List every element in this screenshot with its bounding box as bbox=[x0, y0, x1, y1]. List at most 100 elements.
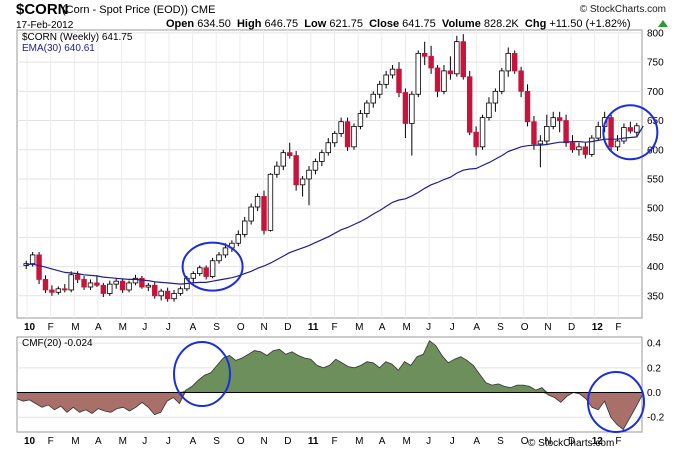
price-x-tick-label: J bbox=[426, 322, 431, 333]
candle bbox=[614, 135, 621, 151]
volume-label: Volume bbox=[441, 18, 481, 30]
candle-body-up bbox=[415, 52, 421, 95]
price-x-tick-label: S bbox=[213, 322, 220, 333]
candle bbox=[544, 114, 550, 144]
candle bbox=[235, 230, 242, 247]
candle-body-up bbox=[55, 288, 62, 293]
price-x-tick-label: D bbox=[284, 322, 291, 333]
candle-body-down bbox=[62, 288, 68, 291]
candle-body-up bbox=[222, 247, 229, 256]
candle-body-down bbox=[518, 70, 524, 92]
candle-body-down bbox=[293, 155, 299, 186]
candle-body-down bbox=[287, 152, 293, 156]
candle bbox=[492, 88, 499, 112]
candle-body-up bbox=[306, 169, 312, 180]
candle-body-down bbox=[100, 284, 107, 294]
candle bbox=[293, 150, 299, 191]
price-x-tick-label: A bbox=[379, 322, 386, 333]
candle bbox=[428, 45, 434, 74]
price-x-tick-label: F bbox=[332, 322, 338, 333]
cmf-x-tick-label: 10 bbox=[24, 436, 36, 447]
candle bbox=[511, 50, 518, 74]
candle bbox=[49, 285, 55, 296]
candle bbox=[409, 91, 415, 156]
low-label: Low bbox=[304, 18, 327, 30]
candle-body-up bbox=[441, 70, 447, 92]
cmf-x-tick-label: D bbox=[568, 436, 575, 447]
candle bbox=[145, 282, 152, 292]
candle bbox=[158, 288, 164, 301]
candle-body-down bbox=[42, 279, 49, 291]
candle bbox=[595, 121, 601, 141]
candle bbox=[139, 275, 145, 289]
open-value: 634.50 bbox=[197, 18, 231, 30]
cmf-tick-label: 0.0 bbox=[647, 388, 661, 399]
price-x-tick-label: M bbox=[71, 322, 79, 333]
chart-header: $CORN (Corn - Spot Price (EOD)) CME 17-F… bbox=[0, 0, 680, 34]
candle bbox=[447, 56, 454, 80]
candle bbox=[396, 62, 402, 98]
candle bbox=[351, 123, 357, 150]
candle-body-up bbox=[370, 93, 376, 104]
candle bbox=[274, 161, 280, 178]
cmf-x-tick-label: N bbox=[544, 436, 551, 447]
candle bbox=[634, 122, 640, 137]
candle bbox=[576, 142, 582, 156]
candle bbox=[119, 279, 126, 293]
candle-body-up bbox=[357, 113, 364, 127]
price-x-tick-label: A bbox=[473, 322, 480, 333]
candle-body-up bbox=[274, 165, 280, 175]
close-value: 641.75 bbox=[402, 18, 436, 30]
candle-body-up bbox=[338, 121, 344, 134]
candle-body-up bbox=[248, 206, 254, 222]
close-label: Close bbox=[369, 18, 400, 30]
candle-body-down bbox=[511, 52, 518, 72]
cmf-x-tick-label: O bbox=[521, 436, 529, 447]
candle bbox=[524, 84, 531, 127]
cmf-x-tick-label: F bbox=[48, 436, 54, 447]
candle bbox=[242, 216, 248, 238]
annotation-circle bbox=[587, 371, 645, 433]
cmf-x-tick-label: 11 bbox=[308, 436, 319, 447]
candle-body-up bbox=[280, 152, 287, 167]
candle-body-down bbox=[582, 146, 589, 155]
candle-body-up bbox=[325, 142, 332, 154]
price-x-tick-label: M bbox=[355, 322, 363, 333]
candle-body-up bbox=[242, 220, 248, 235]
candle-body-down bbox=[473, 131, 479, 148]
candle-body-up bbox=[267, 173, 274, 231]
candle bbox=[100, 282, 107, 297]
candle bbox=[621, 123, 627, 144]
candle bbox=[306, 166, 312, 206]
price-x-tick-label: M bbox=[119, 322, 127, 333]
candle bbox=[164, 287, 171, 302]
candle-body-up bbox=[595, 125, 601, 139]
symbol-title: $CORN bbox=[16, 1, 69, 18]
candle bbox=[113, 278, 119, 289]
candle bbox=[87, 279, 94, 290]
cmf-legend: CMF(20) -0.024 bbox=[22, 338, 93, 349]
candle bbox=[402, 88, 409, 139]
candle bbox=[36, 251, 42, 285]
candle-body-up bbox=[550, 117, 556, 127]
price-tick-label: 600 bbox=[647, 145, 664, 156]
up-arrow-icon bbox=[658, 20, 668, 27]
candle bbox=[505, 47, 511, 77]
price-x-tick-label: F bbox=[615, 322, 621, 333]
candle-body-up bbox=[29, 254, 36, 265]
price-x-tick-label: O bbox=[237, 322, 245, 333]
candle-body-down bbox=[428, 55, 434, 69]
candle bbox=[126, 280, 132, 293]
candle bbox=[454, 35, 460, 77]
candle-body-up bbox=[158, 290, 164, 297]
chart-date: 17-Feb-2012 bbox=[16, 20, 74, 31]
candle-body-down bbox=[556, 117, 563, 121]
cmf-positive-area bbox=[17, 340, 642, 393]
candle-body-up bbox=[492, 90, 499, 104]
candle-body-up bbox=[312, 161, 319, 171]
cmf-line bbox=[16, 340, 643, 431]
candle bbox=[537, 135, 544, 168]
candle bbox=[479, 114, 486, 150]
candle bbox=[550, 111, 556, 130]
